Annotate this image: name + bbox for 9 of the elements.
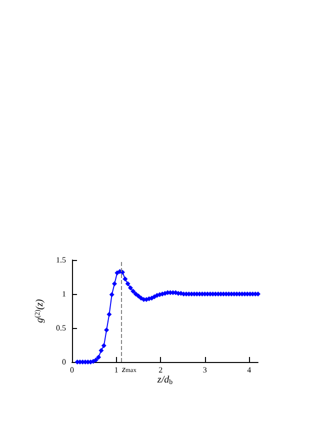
- x-tick-label: 3: [202, 366, 207, 374]
- y-tick-label: 1.5: [56, 256, 66, 264]
- y-tick-label: 1: [62, 290, 66, 298]
- x-tick-label: 0: [70, 366, 74, 374]
- x-tick-label: 4: [247, 366, 252, 374]
- x-tick-label: 2: [158, 366, 163, 374]
- x-tick-label: 1: [114, 366, 118, 374]
- y-tick-label: 0: [62, 358, 66, 366]
- y-tick-label: 0.5: [56, 324, 66, 332]
